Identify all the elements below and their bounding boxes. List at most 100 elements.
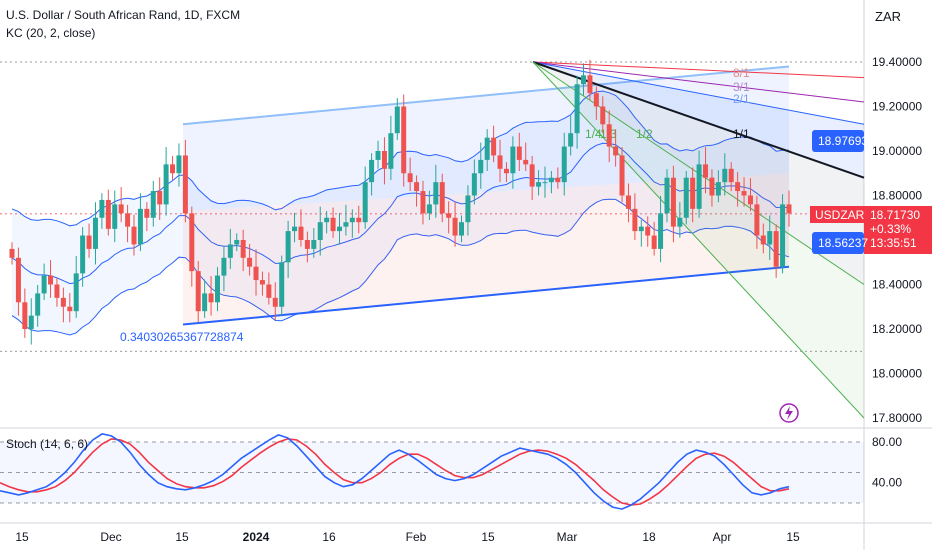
candle-body (426, 204, 432, 214)
countdown-value: 13:35:51 (870, 236, 917, 250)
upper-level-tag[interactable]: 18.97693 (812, 130, 868, 152)
candle-body (658, 213, 664, 249)
candle-body (54, 284, 60, 298)
stoch-tick-label: 80.00 (872, 435, 902, 449)
candle-body (593, 93, 599, 107)
candle-body (407, 173, 413, 183)
time-axis[interactable]: 15 Dec 15 2024 16 Feb 15 Mar 18 Apr 15 (15, 530, 800, 544)
candle-body (227, 244, 233, 258)
symbol-label: USDZAR (815, 208, 865, 222)
candle-body (638, 226, 644, 232)
time-tick-label: 2024 (243, 530, 270, 544)
candlestick-series (9, 59, 792, 345)
fan-label: 1/4 (585, 127, 602, 141)
candle-body (163, 164, 169, 205)
candle-body (439, 182, 445, 214)
candle-body (471, 173, 477, 196)
candle-body (330, 217, 336, 232)
candle-body (298, 226, 304, 240)
candle-body (9, 248, 15, 258)
candle-body (722, 168, 728, 183)
candle-body (632, 208, 638, 232)
candle-body (645, 226, 651, 236)
candle-body (356, 217, 362, 223)
candle-body (67, 306, 73, 312)
candle-body (15, 257, 21, 303)
currency-label[interactable]: ZAR (875, 9, 901, 24)
stoch-k-line (0, 433, 790, 510)
stoch-d-line (0, 438, 790, 506)
candle-body (696, 164, 702, 209)
kc-fill (12, 91, 789, 335)
candle-body (324, 217, 330, 223)
candle-body (131, 226, 137, 245)
candle-body (388, 133, 394, 169)
fan-label: 2/1 (733, 92, 750, 106)
price-tick-label: 18.40000 (872, 278, 922, 292)
fan-label: 1/1 (733, 127, 750, 141)
candle-body (683, 177, 689, 218)
indicator-label[interactable]: KC (20, 2, close) (6, 26, 96, 40)
candle-body (60, 297, 66, 307)
candle-body (86, 235, 92, 249)
candle-body (304, 240, 310, 249)
candle-body (189, 213, 195, 272)
candle-body (670, 177, 676, 227)
last-price-value: 18.71730 (870, 208, 920, 222)
candle-body (362, 182, 368, 223)
candle-body (381, 151, 387, 169)
candle-body (446, 213, 452, 218)
time-tick-label: Mar (557, 530, 578, 544)
candle-body (754, 204, 760, 236)
candle-body (529, 164, 535, 187)
price-tick-label: 18.00000 (872, 367, 922, 381)
candle-body (202, 293, 208, 312)
candle-body (157, 191, 163, 205)
fan-line (532, 61, 865, 103)
candle-body (394, 106, 400, 134)
candle-body (414, 182, 420, 192)
candle-body (478, 159, 484, 174)
stoch-label[interactable]: Stoch (14, 6, 6) (6, 437, 89, 451)
fan-line (532, 61, 865, 419)
candle-body (516, 146, 522, 160)
candle-body (433, 182, 439, 205)
candle-body (272, 297, 278, 307)
flash-icon[interactable] (779, 403, 799, 423)
stochastic-pane[interactable]: 80.00 40.00 (0, 433, 902, 510)
candle-body (542, 182, 548, 184)
last-price-tag[interactable]: USDZAR 18.71730 +0.33% 13:35:51 (810, 206, 932, 254)
fan-line (532, 61, 865, 125)
candle-body (336, 226, 342, 232)
candle-body (677, 217, 683, 227)
candle-body (523, 159, 529, 165)
candle-body (118, 204, 124, 214)
candle-body (214, 275, 220, 303)
price-tick-label: 18.20000 (872, 322, 922, 336)
time-tick-label: 15 (15, 530, 29, 544)
candle-body (786, 204, 792, 214)
lower-level-tag[interactable]: 18.56237 (812, 232, 868, 254)
candle-body (285, 231, 291, 263)
price-tick-label: 19.40000 (872, 55, 922, 69)
lower-level-value: 18.56237 (818, 236, 868, 250)
kc-upper-line (11, 90, 789, 227)
candle-body (208, 293, 214, 303)
price-change-value: +0.33% (870, 222, 911, 236)
candle-body (561, 146, 567, 183)
candle-body (150, 191, 156, 218)
candle-body (568, 133, 574, 147)
candle-body (48, 275, 54, 285)
channel-value-label: 0.34030265367728874 (120, 330, 244, 344)
candle-body (247, 257, 253, 267)
candle-body (510, 146, 516, 174)
candle-body (664, 177, 670, 214)
candle-body (125, 213, 131, 227)
candle-body (41, 275, 47, 294)
candle-body (703, 164, 709, 178)
time-tick-label: 16 (322, 530, 336, 544)
candle-body (343, 222, 349, 227)
candle-body (491, 137, 497, 156)
